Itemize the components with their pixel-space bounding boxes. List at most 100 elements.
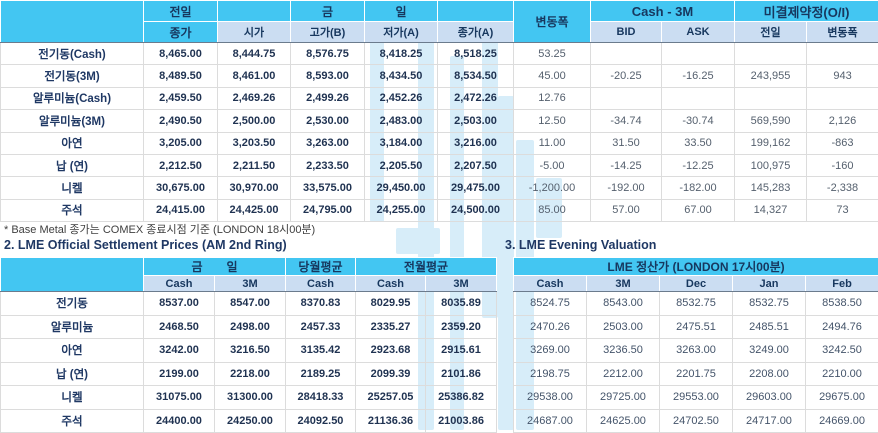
cell: 2099.39 xyxy=(356,362,426,386)
cell: 8537.00 xyxy=(144,292,215,316)
row-label: 전기동 xyxy=(1,292,144,316)
row-label: 주석 xyxy=(1,409,144,433)
cell: 8,534.50 xyxy=(438,65,514,87)
cell: 8,593.00 xyxy=(291,65,365,87)
cell: 24669.00 xyxy=(806,409,878,433)
row-label: 알루미늄(3M) xyxy=(1,110,144,132)
col-header-cash: Cash xyxy=(514,276,587,292)
col-header-prev-close: 종가 xyxy=(144,22,218,43)
cell: 8538.50 xyxy=(806,292,878,316)
cell: 2199.00 xyxy=(144,362,215,386)
col-header-prev-month-avg: 전월평균 xyxy=(356,258,497,276)
cell: 57.00 xyxy=(591,199,662,221)
today-b: 일 xyxy=(227,260,238,274)
cell: 8035.89 xyxy=(426,292,497,316)
cell: 8,518.25 xyxy=(438,43,514,65)
cell: 24,415.00 xyxy=(144,199,218,221)
cell: 31075.00 xyxy=(144,386,215,410)
cell: 145,283 xyxy=(735,177,807,199)
cell: 21136.36 xyxy=(356,409,426,433)
cell: 24400.00 xyxy=(144,409,215,433)
cell: 2915.61 xyxy=(426,339,497,363)
col-header-cash: Cash xyxy=(286,276,356,292)
cell: 29,450.00 xyxy=(365,177,438,199)
metal-col-header xyxy=(1,1,144,43)
cell: 12.76 xyxy=(514,87,591,109)
cell: 8,418.25 xyxy=(365,43,438,65)
cell: 943 xyxy=(807,65,878,87)
cell xyxy=(735,87,807,109)
col-header-3m: 3M xyxy=(587,276,660,292)
cell: -863 xyxy=(807,132,878,154)
cell: 569,590 xyxy=(735,110,807,132)
cell: 8543.00 xyxy=(587,292,660,316)
col-header-jan: Jan xyxy=(733,276,806,292)
cell: 8029.95 xyxy=(356,292,426,316)
section3-title: 3. LME Evening Valuation xyxy=(505,238,656,252)
header-row: 전일 금 일 변동폭 Cash - 3M 미결제약정(O/I) xyxy=(1,1,878,22)
col-header-blank xyxy=(218,1,291,22)
cell: 2485.51 xyxy=(733,315,806,339)
col-header-lme-settlement: LME 정산가 (LONDON 17시00분) xyxy=(514,258,878,276)
cell: 31.50 xyxy=(591,132,662,154)
row-label: 납 (연) xyxy=(1,154,144,176)
cell: 100,975 xyxy=(735,154,807,176)
cell: 2335.27 xyxy=(356,315,426,339)
daily-price-table: 전일 금 일 변동폭 Cash - 3M 미결제약정(O/I) 종가 시가 고가… xyxy=(0,0,878,222)
cell: -20.25 xyxy=(591,65,662,87)
cell: 2,126 xyxy=(807,110,878,132)
evening-valuation-table: LME 정산가 (LONDON 17시00분) Cash 3M Dec Jan … xyxy=(513,257,878,433)
cell: 8532.75 xyxy=(733,292,806,316)
cell: -160 xyxy=(807,154,878,176)
cell: 24717.00 xyxy=(733,409,806,433)
cell: 29,475.00 xyxy=(438,177,514,199)
cell: 8,576.75 xyxy=(291,43,365,65)
cell: 2,233.50 xyxy=(291,154,365,176)
cell: 3,184.00 xyxy=(365,132,438,154)
cell: 2494.76 xyxy=(806,315,878,339)
row-label: 알루미늄 xyxy=(1,315,144,339)
cell: 2,205.50 xyxy=(365,154,438,176)
row-label: 주석 xyxy=(1,199,144,221)
cell: 3,205.00 xyxy=(144,132,218,154)
cell xyxy=(591,43,662,65)
cell: 199,162 xyxy=(735,132,807,154)
cell: 2198.75 xyxy=(514,362,587,386)
cell: 24,255.00 xyxy=(365,199,438,221)
col-header-open: 시가 xyxy=(218,22,291,43)
cell: 2,469.26 xyxy=(218,87,291,109)
cell xyxy=(662,43,735,65)
cell: 29675.00 xyxy=(806,386,878,410)
cell: 2923.68 xyxy=(356,339,426,363)
cell: 2,452.26 xyxy=(365,87,438,109)
cell: 31300.00 xyxy=(215,386,286,410)
cell: -192.00 xyxy=(591,177,662,199)
cell: 30,675.00 xyxy=(144,177,218,199)
cell: 29725.00 xyxy=(587,386,660,410)
cell: 3135.42 xyxy=(286,339,356,363)
cell: 8524.75 xyxy=(514,292,587,316)
cell: -30.74 xyxy=(662,110,735,132)
cell: -5.00 xyxy=(514,154,591,176)
cell: 24,795.00 xyxy=(291,199,365,221)
cell: 45.00 xyxy=(514,65,591,87)
header-row: LME 정산가 (LONDON 17시00분) xyxy=(514,258,878,276)
cell: -182.00 xyxy=(662,177,735,199)
col-header-3m: 3M xyxy=(215,276,286,292)
col-header-low: 저가(A) xyxy=(365,22,438,43)
cell: -12.25 xyxy=(662,154,735,176)
row-label: 아연 xyxy=(1,339,144,363)
col-header-cash: Cash xyxy=(144,276,215,292)
cell: 2,499.26 xyxy=(291,87,365,109)
cell: 2101.86 xyxy=(426,362,497,386)
